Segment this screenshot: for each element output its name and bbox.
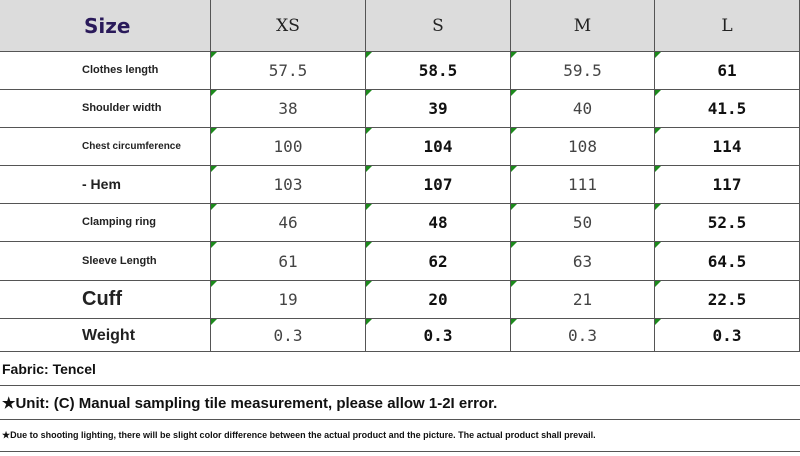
measure-value: 63: [511, 242, 655, 281]
measure-value: 58.5: [366, 52, 511, 90]
measure-label: Clothes length: [0, 52, 211, 90]
measure-value: 21: [511, 281, 655, 319]
header-label: Size: [0, 0, 211, 52]
measure-value: 117: [655, 166, 800, 204]
measure-value: 0.3: [511, 319, 655, 352]
measure-label: Weight: [0, 319, 211, 352]
measure-value: 107: [366, 166, 511, 204]
measure-value: 104: [366, 128, 511, 166]
measure-value: 48: [366, 204, 511, 242]
measure-label: Chest circumference: [0, 128, 211, 166]
measure-value: 0.3: [366, 319, 511, 352]
measure-value: 50: [511, 204, 655, 242]
note: ★Unit: (C) Manual sampling tile measurem…: [0, 386, 800, 420]
note: ★Due to shooting lighting, there will be…: [0, 420, 800, 452]
measure-value: 59.5: [511, 52, 655, 90]
measure-label: Shoulder width: [0, 90, 211, 128]
measure-value: 61: [211, 242, 366, 281]
measure-value: 111: [511, 166, 655, 204]
measure-value: 100: [211, 128, 366, 166]
note: Fabric: Tencel: [0, 352, 800, 386]
size-header: S: [366, 0, 511, 52]
measure-value: 20: [366, 281, 511, 319]
measure-value: 0.3: [211, 319, 366, 352]
measure-value: 108: [511, 128, 655, 166]
measure-value: 0.3: [655, 319, 800, 352]
measure-value: 40: [511, 90, 655, 128]
measure-value: 57.5: [211, 52, 366, 90]
measure-value: 22.5: [655, 281, 800, 319]
size-header: XS: [211, 0, 366, 52]
size-header: M: [511, 0, 655, 52]
measure-value: 38: [211, 90, 366, 128]
measure-value: 46: [211, 204, 366, 242]
measure-value: 19: [211, 281, 366, 319]
measure-value: 61: [655, 52, 800, 90]
measure-label: Cuff: [0, 281, 211, 319]
measure-label: - Hem: [0, 166, 211, 204]
measure-value: 52.5: [655, 204, 800, 242]
measure-label: Sleeve Length: [0, 242, 211, 281]
measure-value: 64.5: [655, 242, 800, 281]
measure-label: Clamping ring: [0, 204, 211, 242]
measure-value: 62: [366, 242, 511, 281]
measure-value: 114: [655, 128, 800, 166]
size-header: L: [655, 0, 800, 52]
measure-value: 103: [211, 166, 366, 204]
measure-value: 41.5: [655, 90, 800, 128]
measure-value: 39: [366, 90, 511, 128]
